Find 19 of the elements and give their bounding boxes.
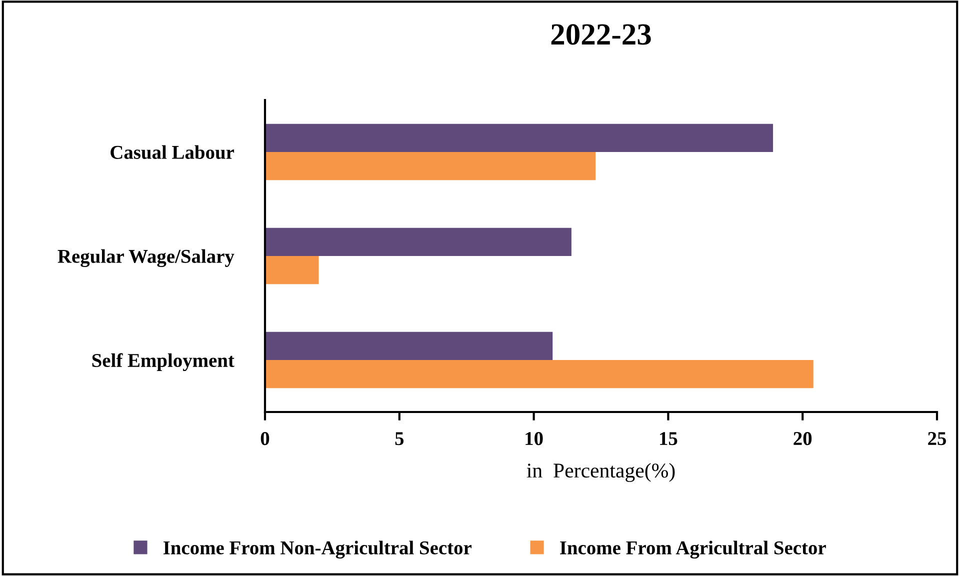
bar (265, 152, 596, 180)
y-tick-label: Casual Labour (110, 145, 234, 159)
x-tick-label: 5 (395, 432, 404, 446)
chart-title: 2022-23 (551, 24, 651, 45)
bar (265, 124, 774, 152)
bar (265, 228, 572, 256)
x-axis-title: in Percentage(%) (526, 462, 675, 482)
legend-label: Income From Agricultral Sector (560, 540, 826, 558)
bar (265, 256, 319, 284)
x-tick-label: 20 (794, 432, 812, 446)
bar (265, 360, 814, 388)
x-tick-label: 25 (928, 432, 946, 446)
y-tick-label: Regular Wage/Salary (58, 249, 234, 268)
x-tick-label: 15 (660, 432, 678, 446)
bar (265, 332, 553, 360)
x-tick-label: 10 (526, 432, 543, 446)
y-tick-label: Self Employment (92, 353, 234, 372)
x-tick-label: 0 (260, 432, 270, 446)
legend-label: Income From Non-Agricultral Sector (163, 540, 472, 558)
